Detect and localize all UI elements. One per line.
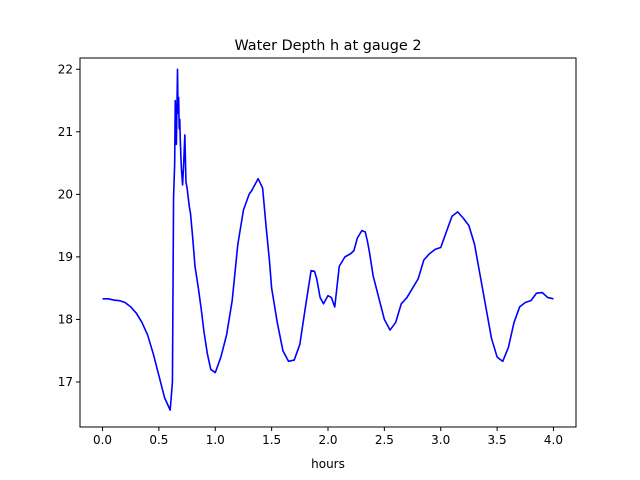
- chart-title: Water Depth h at gauge 2: [234, 38, 421, 54]
- x-tick-label: 0.5: [149, 433, 168, 447]
- y-tick-label: 21: [58, 125, 73, 139]
- x-tick-label: 2.0: [318, 433, 337, 447]
- x-tick-label: 4.0: [544, 433, 563, 447]
- y-axis-ticks: 17 18 19 20 21 22: [58, 62, 80, 389]
- y-tick-label: 22: [58, 62, 73, 76]
- x-tick-label: 2.5: [375, 433, 394, 447]
- x-axis-ticks: 0.0 0.5 1.0 1.5 2.0 2.5 3.0 3.5 4.0: [93, 427, 563, 447]
- y-tick-label: 20: [58, 187, 73, 201]
- x-axis-label: hours: [311, 457, 345, 471]
- series-layer: [102, 68, 554, 411]
- x-tick-label: 3.5: [488, 433, 507, 447]
- x-tick-label: 1.5: [262, 433, 281, 447]
- x-tick-label: 3.0: [431, 433, 450, 447]
- plot-area: 0.0 0.5 1.0 1.5 2.0 2.5 3.0 3.5 4.0 17 18 19 20 21 22: [58, 57, 577, 447]
- y-tick-label: 17: [58, 375, 73, 389]
- series-line-0: [102, 68, 554, 411]
- x-tick-label: 0.0: [93, 433, 112, 447]
- y-tick-label: 18: [58, 312, 73, 326]
- x-tick-label: 1.0: [206, 433, 225, 447]
- y-tick-label: 19: [58, 250, 73, 264]
